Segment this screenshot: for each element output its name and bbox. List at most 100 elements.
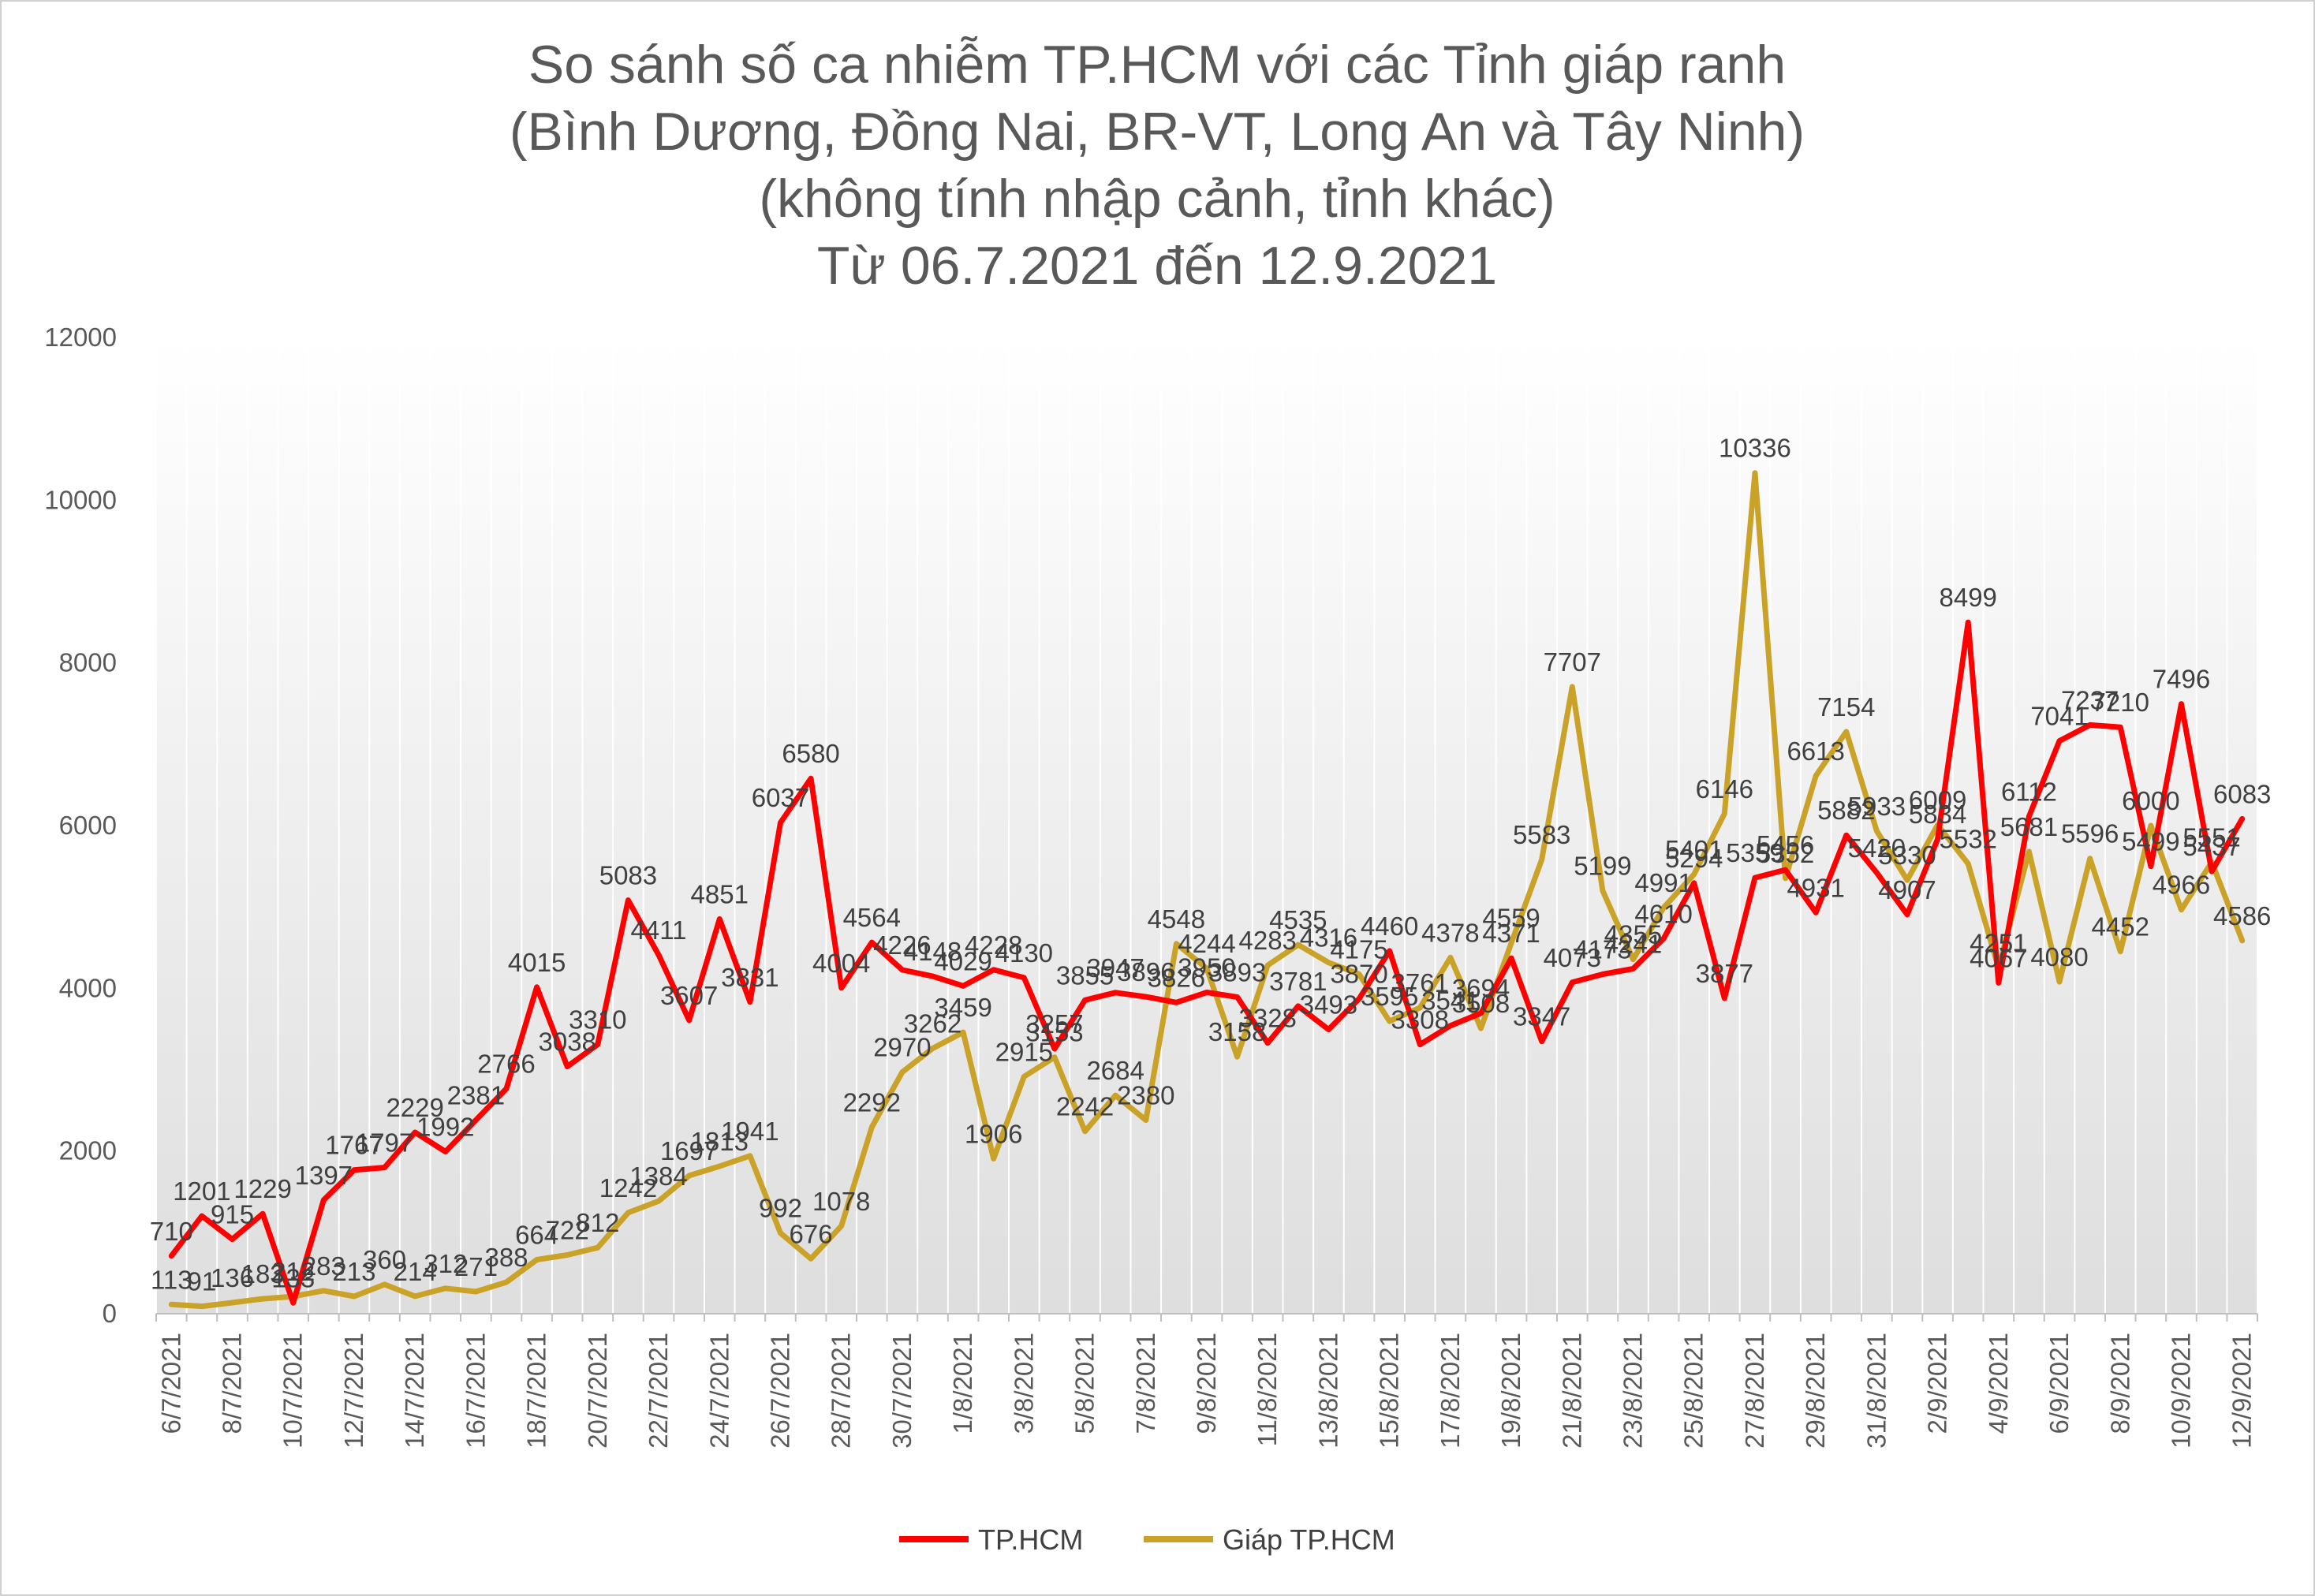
data-label-giap-tphcm: 676 [790, 1219, 833, 1248]
data-label-tphcm: 6037 [752, 783, 809, 812]
plot-area [156, 337, 2257, 1314]
legend-label-tphcm: TP.HCM [978, 1523, 1083, 1556]
data-label-giap-tphcm: 3508 [1452, 989, 1510, 1018]
chart-title: So sánh số ca nhiễm TP.HCM với các Tỉnh … [510, 35, 1805, 296]
data-label-giap-tphcm: 1384 [629, 1162, 687, 1191]
x-axis: 6/7/2021 8/7/2021 10/7/2021 12/7/2021 14/7/2… [155, 1313, 2258, 1449]
data-label-tphcm: 1767 [325, 1131, 383, 1160]
data-label-tphcm: 1229 [233, 1174, 291, 1203]
data-label-tphcm: 1797 [356, 1128, 413, 1158]
data-label-tphcm: 5456 [1757, 830, 1814, 860]
data-label-giap-tphcm: 4535 [1269, 905, 1327, 934]
title-line-3: (không tính nhập cảnh, tỉnh khác) [759, 169, 1555, 229]
data-label-tphcm: 4371 [1482, 919, 1540, 948]
data-label-giap-tphcm: 7154 [1817, 692, 1875, 722]
x-tick-label: 3/8/2021 [1009, 1333, 1038, 1434]
data-label-tphcm: 4067 [1970, 943, 2027, 972]
data-label-tphcm: 5499 [2122, 827, 2179, 856]
data-label-giap-tphcm: 2292 [843, 1088, 901, 1117]
data-label-tphcm: 3947 [1086, 953, 1144, 983]
data-label-tphcm: 2766 [477, 1050, 535, 1079]
data-label-giap-tphcm: 213 [332, 1257, 375, 1286]
data-label-tphcm: 3328 [1239, 1004, 1297, 1033]
data-label-giap-tphcm: 3595 [1361, 982, 1418, 1011]
x-tick-label: 11/8/2021 [1253, 1333, 1282, 1446]
data-label-tphcm: 5834 [1909, 800, 1966, 829]
data-label-tphcm: 4029 [934, 946, 991, 975]
data-label-tphcm: 4241 [1604, 929, 1662, 958]
y-tick-label: 8000 [59, 648, 117, 677]
data-label-giap-tphcm: 2970 [873, 1033, 931, 1062]
x-tick-label: 10/9/2021 [2166, 1333, 2195, 1449]
data-label-giap-tphcm: 5352 [1757, 839, 1814, 868]
data-label-giap-tphcm: 6146 [1696, 774, 1753, 804]
x-tick-label: 8/7/2021 [218, 1333, 247, 1434]
title-line-4: Từ 06.7.2021 đến 12.9.2021 [817, 236, 1497, 296]
data-label-giap-tphcm: 4283 [1239, 926, 1297, 955]
data-label-giap-tphcm: 113 [151, 1265, 192, 1294]
data-label-giap-tphcm: 5596 [2061, 819, 2119, 848]
data-label-giap-tphcm: 5401 [1665, 835, 1723, 864]
y-tick-label: 10000 [44, 485, 117, 514]
data-label-giap-tphcm: 4080 [2030, 942, 2088, 971]
data-label-giap-tphcm: 5933 [1848, 792, 1906, 821]
data-label-tphcm: 3855 [1056, 960, 1114, 990]
data-label-giap-tphcm: 5199 [1574, 852, 1631, 881]
data-label-giap-tphcm: 6000 [2122, 786, 2179, 815]
data-label-giap-tphcm: 3761 [1391, 968, 1449, 998]
data-label-giap-tphcm: 812 [576, 1208, 619, 1237]
x-tick-label: 19/8/2021 [1496, 1333, 1525, 1449]
x-tick-label: 9/8/2021 [1192, 1333, 1221, 1434]
data-label-giap-tphcm: 992 [759, 1194, 802, 1223]
title-line-1: So sánh số ca nhiễm TP.HCM với các Tỉnh … [528, 35, 1786, 95]
data-label-giap-tphcm: 722 [546, 1216, 589, 1245]
x-tick-label: 5/8/2021 [1070, 1333, 1100, 1434]
data-label-giap-tphcm: 664 [515, 1220, 558, 1249]
x-tick-label: 18/7/2021 [522, 1333, 551, 1449]
data-label-giap-tphcm: 1941 [721, 1117, 779, 1146]
y-tick-label: 12000 [44, 323, 117, 352]
data-label-tphcm: 4907 [1878, 875, 1936, 904]
data-label-giap-tphcm: 4244 [1178, 929, 1235, 958]
data-label-tphcm: 2381 [447, 1080, 505, 1109]
data-label-giap-tphcm: 5681 [2000, 812, 2058, 841]
data-label-tphcm: 4015 [508, 948, 566, 977]
y-tick-label: 2000 [59, 1136, 117, 1165]
data-label-giap-tphcm: 2380 [1117, 1080, 1174, 1109]
x-tick-label: 7/8/2021 [1131, 1333, 1160, 1434]
data-label-tphcm: 6580 [782, 739, 839, 768]
data-label-tphcm: 4226 [873, 930, 931, 960]
x-tick-label: 13/8/2021 [1313, 1333, 1342, 1449]
x-tick-label: 27/8/2021 [1740, 1333, 1769, 1449]
x-tick-label: 22/7/2021 [644, 1333, 673, 1449]
data-label-giap-tphcm: 4378 [1421, 918, 1479, 947]
x-tick-label: 28/7/2021 [827, 1333, 856, 1449]
data-label-tphcm: 3308 [1391, 1005, 1449, 1035]
data-label-tphcm: 7237 [2061, 685, 2119, 714]
data-label-tphcm: 4004 [812, 949, 870, 978]
data-label-tphcm: 3870 [1330, 960, 1387, 989]
data-label-tphcm: 4228 [965, 930, 1022, 960]
x-tick-label: 12/7/2021 [339, 1333, 368, 1449]
data-label-tphcm: 3826 [1148, 963, 1205, 992]
data-label-tphcm: 3257 [1025, 1009, 1083, 1039]
data-label-tphcm: 4130 [995, 938, 1053, 968]
data-label-tphcm: 4173 [1574, 934, 1631, 964]
data-label-giap-tphcm: 5583 [1513, 820, 1570, 849]
x-tick-label: 2/9/2021 [1923, 1333, 1952, 1434]
title-line-2: (Bình Dương, Đồng Nai, BR-VT, Long An và… [510, 102, 1805, 162]
data-label-tphcm: 3950 [1178, 953, 1235, 982]
x-tick-label: 24/7/2021 [704, 1333, 734, 1449]
data-label-tphcm: 3893 [1208, 957, 1266, 986]
data-label-tphcm: 3877 [1696, 959, 1753, 988]
data-label-giap-tphcm: 2242 [1056, 1092, 1114, 1121]
data-label-giap-tphcm: 4251 [1970, 928, 2027, 957]
data-label-tphcm: 3694 [1452, 974, 1510, 1003]
data-label-giap-tphcm: 4586 [2213, 901, 2271, 930]
data-label-giap-tphcm: 4559 [1482, 904, 1540, 933]
x-tick-label: 17/8/2021 [1436, 1333, 1465, 1449]
x-tick-label: 14/7/2021 [400, 1333, 429, 1449]
data-label-tphcm: 6083 [2213, 779, 2271, 808]
data-label-tphcm: 5437 [2182, 832, 2240, 861]
